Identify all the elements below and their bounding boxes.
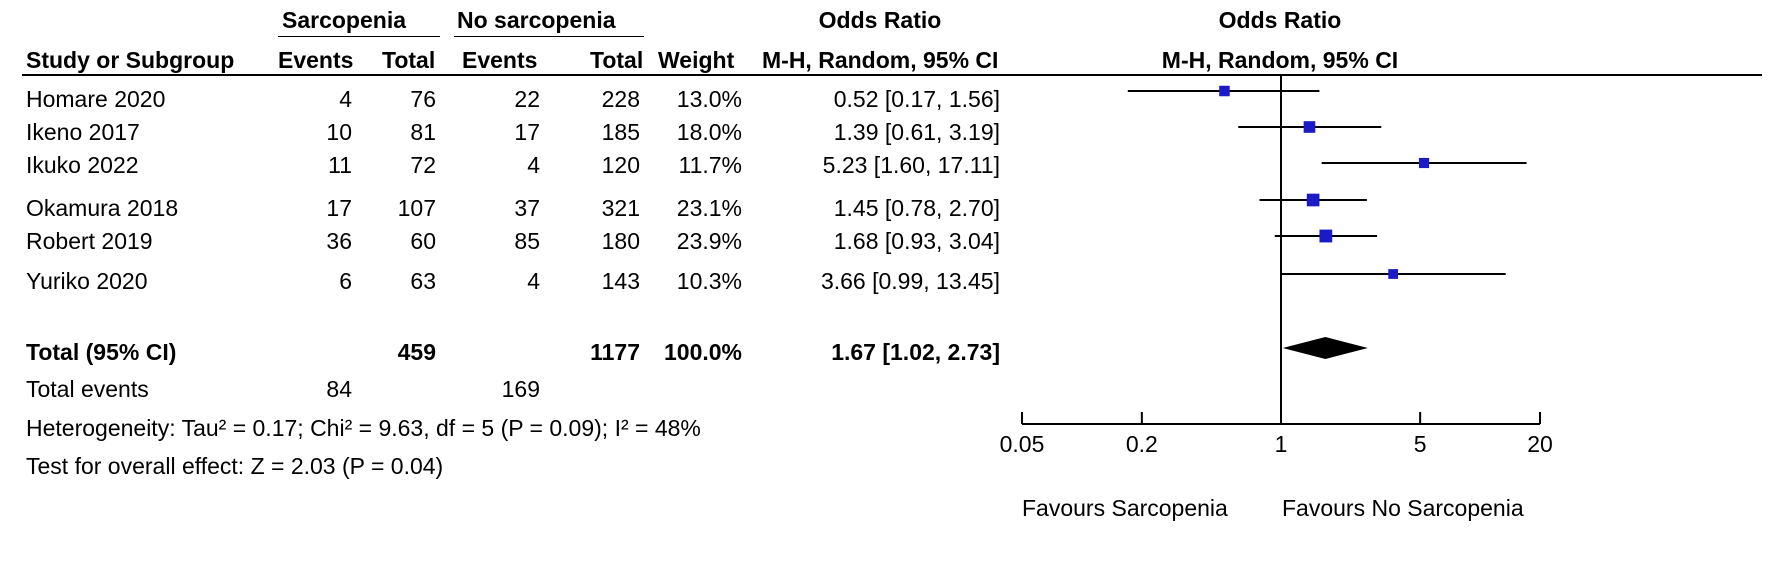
heterogeneity-text: Heterogeneity: Tau² = 0.17; Chi² = 9.63,… xyxy=(26,415,701,441)
study-events2: 37 xyxy=(514,195,540,221)
study-weight: 23.1% xyxy=(676,195,742,221)
study-weight: 23.9% xyxy=(676,228,742,254)
study-events1: 11 xyxy=(328,152,352,178)
total-weight: 100.0% xyxy=(663,339,742,365)
point-estimate-square xyxy=(1306,193,1320,207)
total-events1: 84 xyxy=(326,376,352,402)
study-events2: 4 xyxy=(527,152,540,178)
study-marker xyxy=(1321,157,1527,169)
x-tick-label: 20 xyxy=(1527,431,1553,457)
study-markers xyxy=(1127,85,1527,279)
study-total1: 63 xyxy=(410,268,436,294)
study-events2: 22 xyxy=(514,86,540,112)
study-name: Robert 2019 xyxy=(26,228,153,254)
study-events1: 10 xyxy=(326,119,352,145)
total-label: Total (95% CI) xyxy=(26,339,177,365)
header-method: M-H, Random, 95% CI xyxy=(762,47,999,73)
total-total2: 1177 xyxy=(590,339,640,365)
group2-underline xyxy=(454,36,644,37)
study-name: Yuriko 2020 xyxy=(26,268,148,294)
study-ci: 3.66 [0.99, 13.45] xyxy=(820,268,1000,294)
point-estimate-square xyxy=(1319,229,1333,243)
study-total1: 76 xyxy=(410,86,436,112)
study-name: Homare 2020 xyxy=(26,86,166,112)
header-or-label: Odds Ratio xyxy=(818,7,942,33)
header-rule xyxy=(22,74,1762,76)
point-estimate-square xyxy=(1388,269,1399,279)
total-events2: 169 xyxy=(501,376,540,402)
study-ci: 1.39 [0.61, 3.19] xyxy=(833,119,1000,145)
study-events1: 36 xyxy=(326,228,352,254)
study-name: Ikeno 2017 xyxy=(26,119,140,145)
x-tick-label: 1 xyxy=(1275,431,1288,457)
study-total1: 107 xyxy=(397,195,436,221)
study-total1: 81 xyxy=(410,119,436,145)
study-total2: 120 xyxy=(601,152,640,178)
header-weight: Weight xyxy=(658,47,735,73)
study-events2: 4 xyxy=(527,268,540,294)
study-total2: 228 xyxy=(601,86,640,112)
header-study: Study or Subgroup xyxy=(26,47,235,73)
point-estimate-square xyxy=(1219,85,1230,97)
study-ci: 5.23 [1.60, 17.11] xyxy=(822,152,1000,178)
study-events2: 85 xyxy=(514,228,540,254)
header-group2: No sarcopenia xyxy=(457,7,616,33)
x-tick-label: 0.05 xyxy=(1000,431,1045,457)
point-estimate-square xyxy=(1303,121,1316,133)
study-marker xyxy=(1259,193,1367,207)
study-events1: 4 xyxy=(339,86,352,112)
study-weight: 11.7% xyxy=(678,152,742,178)
x-tick-label: 0.2 xyxy=(1126,431,1158,457)
study-ci: 0.52 [0.17, 1.56] xyxy=(833,86,1000,112)
favours-right-label: Favours No Sarcopenia xyxy=(1282,495,1524,521)
study-events2: 17 xyxy=(514,119,540,145)
x-axis-ticks: 0.05 0.2 1 5 20 xyxy=(1000,412,1553,457)
study-name: Okamura 2018 xyxy=(26,195,179,221)
total-events-label: Total events xyxy=(26,376,149,402)
x-tick-label: 5 xyxy=(1414,431,1427,457)
study-total1: 60 xyxy=(410,228,436,254)
study-total2: 180 xyxy=(601,228,640,254)
study-events1: 17 xyxy=(326,195,352,221)
header-method-plot: M-H, Random, 95% CI xyxy=(1161,47,1399,73)
header-or-plot-label: Odds Ratio xyxy=(1218,7,1342,33)
study-total1: 72 xyxy=(410,152,436,178)
study-total2: 185 xyxy=(601,119,640,145)
header-group1: Sarcopenia xyxy=(282,7,406,33)
study-marker xyxy=(1280,269,1506,279)
total-ci: 1.67 [1.02, 2.73] xyxy=(831,339,1000,365)
overall-effect-text: Test for overall effect: Z = 2.03 (P = 0… xyxy=(26,453,444,479)
study-ci: 1.68 [0.93, 3.04] xyxy=(833,228,1000,254)
study-name: Ikuko 2022 xyxy=(26,152,139,178)
point-estimate-square xyxy=(1418,157,1430,169)
total-total1: 459 xyxy=(397,339,436,365)
study-weight: 10.3% xyxy=(676,268,742,294)
study-marker xyxy=(1127,85,1320,97)
group1-underline xyxy=(278,36,440,37)
favours-left-label: Favours Sarcopenia xyxy=(1022,495,1228,521)
pooled-diamond xyxy=(1282,337,1368,359)
study-weight: 18.0% xyxy=(676,119,742,145)
header-total2: Total xyxy=(590,47,644,73)
study-ci: 1.45 [0.78, 2.70] xyxy=(833,195,1000,221)
study-marker xyxy=(1274,229,1378,243)
study-total2: 321 xyxy=(601,195,640,221)
study-events1: 6 xyxy=(339,268,352,294)
study-marker xyxy=(1238,121,1382,133)
header-events2: Events xyxy=(462,47,538,73)
header-events1: Events xyxy=(278,47,354,73)
study-weight: 13.0% xyxy=(676,86,742,112)
header-total1: Total xyxy=(382,47,436,73)
study-total2: 143 xyxy=(601,268,640,294)
